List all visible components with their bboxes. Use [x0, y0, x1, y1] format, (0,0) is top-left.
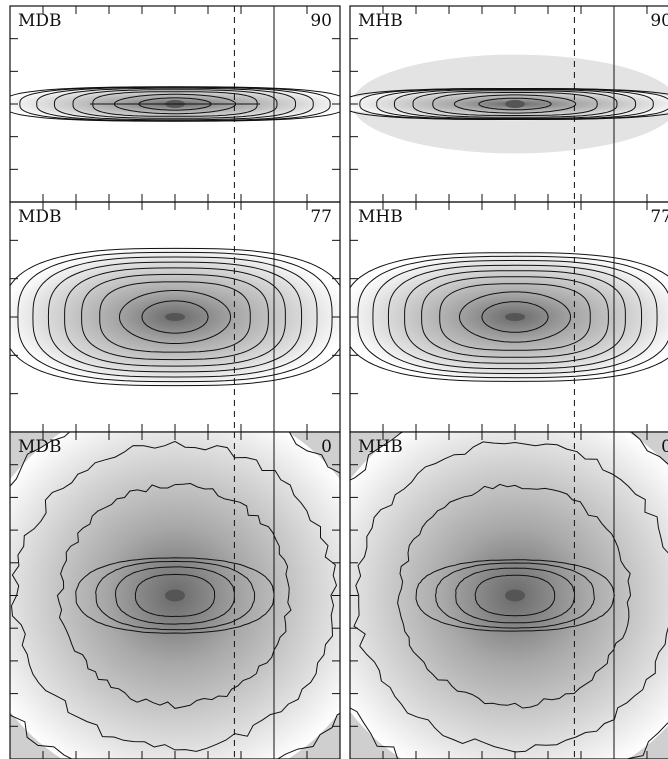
- isodensity-contour: [415, 559, 615, 632]
- isodensity-contour: [47, 261, 303, 373]
- panel-inclination-label: 77: [650, 207, 668, 227]
- isodensity-contour: [56, 482, 292, 709]
- density-peak: [505, 589, 525, 602]
- isodensity-contour: [455, 567, 576, 624]
- isodensity-contour: [10, 247, 340, 387]
- isodensity-contour: [353, 441, 668, 753]
- isodensity-contour: [53, 87, 297, 121]
- panel-model-label: MDB: [18, 207, 62, 227]
- panel-mhb-90: MHB 90: [349, 5, 668, 203]
- panel-mhb-0: MHB 0: [349, 431, 668, 759]
- isodensity-contour: [32, 256, 318, 378]
- isodensity-contour: [64, 267, 286, 367]
- panel-model-label: MDB: [18, 11, 62, 31]
- panel-inclination-label: 0: [321, 437, 332, 457]
- isodensity-contour: [141, 300, 209, 334]
- isodensity-contour: [19, 86, 331, 122]
- density-peak: [165, 589, 185, 602]
- isodensity-contour: [397, 483, 632, 709]
- density-peak: [505, 100, 525, 108]
- density-peak: [505, 313, 525, 321]
- panel-model-label: MDB: [18, 437, 62, 457]
- panel-inclination-label: 0: [661, 437, 668, 457]
- isodensity-contour: [350, 252, 668, 382]
- panel-mdb-90: MDB 90: [9, 5, 341, 203]
- panel-model-label: MHB: [358, 437, 403, 457]
- isodensity-contour: [387, 264, 643, 370]
- isodensity-contour: [434, 562, 595, 629]
- panel-model-label: MHB: [358, 11, 403, 31]
- isodensity-contour: [350, 88, 668, 120]
- isodensity-contour: [10, 86, 340, 122]
- panel-inclination-label: 90: [310, 11, 332, 31]
- isodensity-contour: [458, 291, 572, 343]
- isodensity-contour: [432, 92, 598, 116]
- panel-inclination-label: 77: [310, 207, 332, 227]
- isodensity-contour: [453, 94, 577, 114]
- density-peak: [165, 313, 185, 321]
- isodensity-contour: [376, 88, 654, 120]
- isodensity-contour: [404, 270, 626, 364]
- isodensity-contour: [412, 90, 618, 118]
- isodensity-contour: [118, 290, 232, 344]
- isodensity-contour: [95, 560, 256, 631]
- isodensity-contour: [421, 276, 609, 358]
- isodensity-contour: [439, 283, 591, 351]
- panel-mhb-77: MHB 77: [349, 201, 668, 433]
- isodensity-contour: [81, 273, 269, 361]
- isodensity-contour: [474, 574, 556, 617]
- isodensity-contour: [75, 557, 275, 634]
- isodensity-contour: [478, 97, 552, 111]
- panel-model-label: MHB: [358, 207, 403, 227]
- isodensity-contour: [114, 566, 236, 625]
- isodensity-contour: [393, 89, 637, 119]
- isodensity-contour: [134, 573, 216, 618]
- isodensity-contour: [481, 301, 549, 333]
- isodensity-contour: [36, 86, 314, 122]
- isodensity-contour: [99, 281, 251, 353]
- panel-inclination-label: 90: [650, 11, 668, 31]
- panel-mdb-77: MDB 77: [9, 201, 341, 433]
- isodensity-contour: [72, 89, 278, 119]
- panel-mdb-0: MDB 0: [9, 431, 341, 759]
- isodensity-contour: [359, 88, 668, 120]
- isodensity-contour: [372, 259, 658, 375]
